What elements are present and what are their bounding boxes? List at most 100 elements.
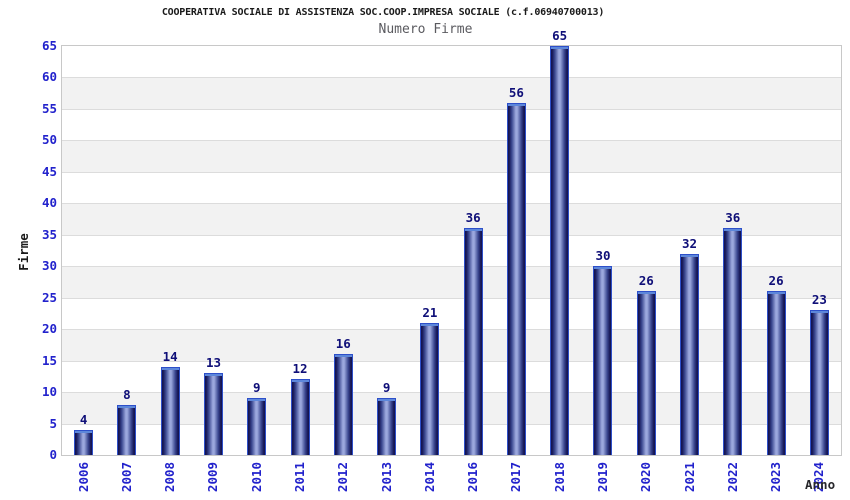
gridline [62,140,841,142]
bar [809,310,829,456]
bar-top-highlight [291,380,309,383]
x-tick-label: 2009 [205,461,221,493]
y-tick-label: 30 [41,258,57,274]
x-tick-label: 2019 [594,461,610,493]
x-tick-label: 2018 [551,461,567,493]
bar-value-label: 9 [252,380,261,396]
x-tick-label: 2011 [292,461,308,493]
x-tick-label: 2007 [118,461,134,493]
gridline [62,360,841,362]
bar-top-highlight [421,323,439,326]
bar-value-label: 13 [205,355,221,371]
gridline [62,108,841,110]
y-tick-label: 0 [49,447,57,462]
bar [203,373,223,456]
bar-value-label: 30 [595,248,611,264]
y-tick-label: 15 [41,352,57,368]
grid-band [62,203,841,235]
y-tick-label: 50 [41,132,57,148]
bar-value-label: 32 [681,235,698,251]
bar-value-label: 12 [292,361,308,377]
y-tick-label: 20 [41,321,57,337]
bar-top-highlight [767,292,785,295]
bar-top-highlight [810,311,828,314]
y-tick-label: 45 [41,163,57,179]
x-tick-label: 2010 [248,461,264,493]
x-tick-label: 2022 [724,461,740,493]
bar-value-label: 26 [768,273,784,289]
bar-value-label: 14 [162,348,178,364]
x-tick-label: 2016 [465,461,481,493]
bar-top-highlight [681,254,699,257]
bar-value-label: 21 [422,304,438,320]
bar [333,354,353,456]
x-tick-label: 2014 [421,461,437,493]
y-tick-label: 40 [41,195,57,211]
bar-top-highlight [204,374,222,377]
bar-value-label: 36 [725,210,741,226]
bar [680,253,700,456]
bar-top-highlight [118,405,136,408]
bar-top-highlight [378,399,396,402]
bar [463,228,483,456]
bar-value-label: 65 [552,28,568,43]
bar-value-label: 8 [123,386,131,402]
bar [593,266,613,456]
bar-top-highlight [75,430,93,433]
bar-top-highlight [161,367,179,370]
bar-top-highlight [724,229,742,232]
x-tick-label: 2012 [335,461,351,493]
chart-title: COOPERATIVA SOCIALE DI ASSISTENZA SOC.CO… [161,7,605,18]
y-tick-label: 65 [41,38,57,53]
bar-top-highlight [551,47,569,49]
x-tick-label: 2023 [768,461,784,493]
x-tick-label: 2021 [681,461,697,493]
gridline [62,297,841,299]
bar-value-label: 4 [79,411,88,427]
bar [506,102,526,456]
grid-band [62,77,841,109]
bar-value-label: 56 [508,84,524,100]
y-tick-label: 35 [41,226,57,242]
bar [723,228,743,456]
y-tick-label: 25 [41,289,57,305]
bar [377,398,397,456]
grid-band [62,140,841,172]
grid-band [62,329,841,361]
bar-top-highlight [594,267,612,270]
y-tick-label: 5 [49,415,57,431]
gridline [62,77,841,79]
x-axis-title: Anno [805,477,836,492]
bar [290,379,310,456]
bar-value-label: 9 [382,380,391,396]
bar [160,366,180,456]
gridline [62,266,841,268]
grid-band [62,392,841,424]
gridline [62,423,841,425]
bar [420,322,440,456]
bar [117,404,137,456]
x-tick-label: 2020 [638,461,654,493]
bar [74,429,94,456]
gridline [62,392,841,394]
bar-top-highlight [507,103,525,106]
bar-value-label: 26 [638,273,654,289]
bar-top-highlight [334,355,352,358]
x-tick-label: 2006 [75,461,91,493]
bar [636,291,656,456]
bar-value-label: 23 [811,292,827,308]
x-tick-label: 2013 [378,461,394,493]
bar-top-highlight [637,292,655,295]
bar-top-highlight [464,229,482,232]
gridline [62,329,841,331]
x-tick-label: 2008 [162,461,178,493]
x-tick-label: 2017 [508,461,524,493]
bar-top-highlight [248,399,266,402]
y-tick-label: 10 [41,384,57,400]
y-tick-label: 60 [41,69,57,85]
y-tick-label: 55 [41,100,57,116]
chart-subtitle: Numero Firme [378,22,473,37]
gridline [62,203,841,205]
bar-value-label: 36 [465,210,481,226]
